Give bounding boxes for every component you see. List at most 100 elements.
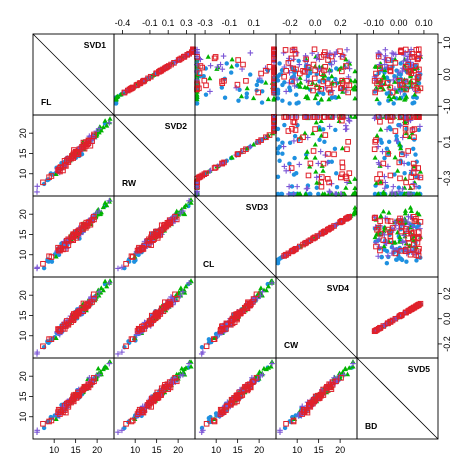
data-point	[340, 89, 346, 94]
tick-label: 15	[314, 445, 324, 455]
data-point	[243, 146, 249, 153]
data-point	[279, 68, 285, 73]
data-point	[344, 146, 350, 153]
data-point	[397, 89, 404, 95]
data-point	[106, 280, 113, 286]
data-point	[307, 160, 314, 167]
data-point	[61, 321, 68, 328]
data-point	[403, 86, 409, 93]
data-point	[61, 241, 68, 248]
data-point	[402, 126, 409, 132]
data-point	[248, 72, 253, 77]
data-point	[397, 122, 404, 129]
data-point	[389, 189, 395, 196]
panel-r2-c5	[356, 114, 439, 197]
data-point	[200, 427, 206, 434]
data-point	[350, 360, 356, 367]
data-point	[324, 176, 331, 182]
data-point	[333, 127, 338, 133]
data-point	[48, 173, 55, 179]
panel-r4-c5	[356, 276, 439, 359]
data-point	[311, 46, 318, 53]
data-point	[410, 180, 417, 187]
data-point	[106, 197, 113, 204]
data-point	[292, 127, 299, 133]
data-point	[321, 52, 327, 58]
data-point	[160, 66, 166, 73]
data-point	[302, 130, 308, 136]
data-point	[302, 240, 308, 247]
data-point	[34, 189, 40, 195]
data-point	[298, 79, 304, 85]
data-point	[384, 184, 390, 189]
data-point	[275, 174, 281, 180]
data-point	[275, 78, 281, 83]
data-point	[290, 118, 296, 125]
data-point	[296, 243, 303, 250]
data-point	[259, 100, 265, 105]
data-point	[61, 402, 68, 409]
data-point	[180, 371, 186, 378]
data-point	[265, 96, 271, 102]
data-point	[387, 238, 394, 245]
data-point	[280, 151, 285, 156]
data-point	[152, 232, 159, 238]
data-point	[343, 56, 349, 62]
data-point	[352, 176, 358, 181]
data-point	[183, 283, 189, 289]
data-point	[186, 360, 192, 367]
data-point	[219, 80, 226, 87]
data-point	[417, 169, 424, 174]
variable-label: BD	[365, 421, 377, 431]
data-point	[146, 241, 152, 248]
data-point	[303, 154, 309, 160]
data-point	[277, 427, 283, 434]
tick-label: 0.00	[390, 18, 408, 28]
data-point	[387, 117, 394, 124]
data-point	[160, 226, 167, 232]
data-point	[104, 122, 110, 128]
data-point	[199, 64, 206, 71]
data-point	[40, 343, 46, 350]
data-point	[310, 61, 317, 68]
data-point	[310, 87, 316, 94]
tick-label: 10	[18, 412, 28, 422]
data-point	[283, 251, 289, 258]
data-point	[411, 134, 417, 141]
data-point	[73, 311, 80, 318]
data-point	[79, 305, 85, 311]
data-point	[375, 159, 382, 166]
data-point	[140, 78, 146, 85]
data-point	[374, 80, 380, 87]
data-point	[95, 365, 101, 371]
data-point	[294, 92, 299, 97]
data-point	[405, 219, 411, 225]
data-point	[406, 221, 413, 228]
data-point	[129, 336, 136, 342]
data-point	[161, 65, 168, 72]
data-point	[408, 208, 415, 213]
data-point	[291, 246, 298, 253]
data-point	[332, 146, 338, 152]
data-point	[84, 223, 91, 229]
data-point	[402, 96, 408, 102]
data-point	[211, 335, 217, 341]
data-point	[318, 86, 325, 92]
data-point	[240, 386, 247, 393]
data-point	[387, 64, 394, 71]
data-point	[211, 416, 217, 421]
tick-label: -0.3	[197, 18, 213, 28]
data-point	[57, 328, 63, 334]
data-point	[70, 315, 76, 322]
data-point	[377, 230, 384, 237]
data-point	[281, 163, 288, 170]
data-point	[312, 393, 319, 400]
tick-label: 0.0	[442, 313, 452, 326]
data-point	[339, 145, 346, 151]
data-point	[398, 158, 403, 163]
data-point	[180, 208, 186, 214]
data-point	[166, 379, 173, 385]
data-point	[398, 256, 403, 261]
data-point	[139, 409, 146, 415]
data-point	[387, 67, 393, 74]
